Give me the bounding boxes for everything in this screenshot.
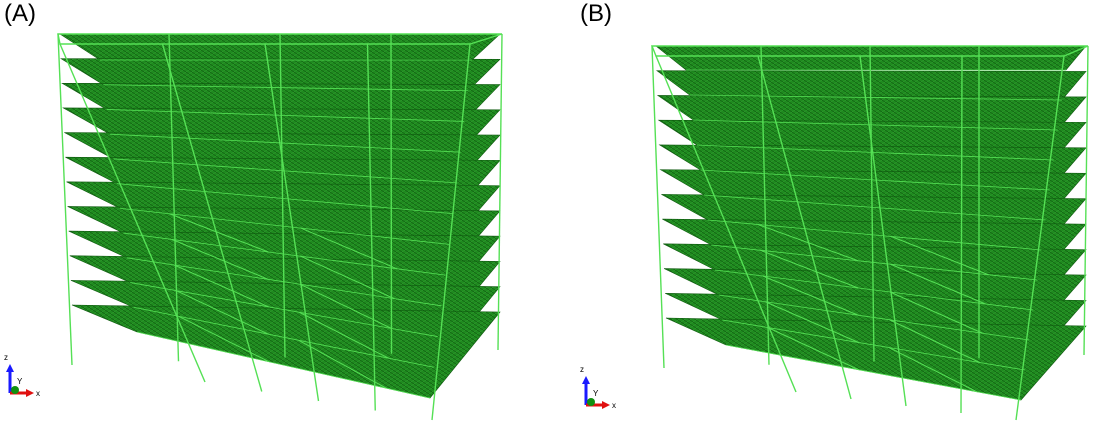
frame-beam xyxy=(133,306,434,368)
frame-columns xyxy=(650,45,1089,421)
frame-brace xyxy=(299,283,392,329)
z-axis-label: z xyxy=(4,353,8,362)
frame-column xyxy=(264,43,320,402)
frame-brace xyxy=(178,315,270,363)
floor-slab xyxy=(655,45,1087,71)
z-axis-head-icon xyxy=(582,376,590,384)
frame-beam xyxy=(711,244,1038,281)
frame-brace xyxy=(888,347,977,393)
x-axis-head-icon xyxy=(602,401,610,409)
frame-beam xyxy=(110,133,461,153)
model-view-b: (B) z Y x xyxy=(576,0,1101,430)
roof-outline xyxy=(650,45,1089,57)
frame-column xyxy=(869,45,875,362)
frame-beam xyxy=(722,319,1026,371)
y-axis-label: Y xyxy=(17,377,23,386)
frame-brace xyxy=(765,301,859,343)
model-view-a: (A) z Y x xyxy=(0,0,550,430)
frame-column xyxy=(57,33,73,366)
frame-beam xyxy=(704,194,1046,221)
frame-column xyxy=(1083,45,1089,356)
frame-column xyxy=(366,43,376,411)
frame-brace xyxy=(757,224,859,262)
frame-brace xyxy=(173,264,269,308)
frame-beam xyxy=(718,294,1030,341)
frame-column xyxy=(757,55,852,400)
frame-brace xyxy=(889,291,983,334)
frame-brace xyxy=(171,238,269,280)
frame-brace xyxy=(890,263,986,305)
frame-column xyxy=(655,55,797,393)
roof-outline xyxy=(57,33,503,45)
frame-brace xyxy=(760,249,859,289)
frame-column xyxy=(59,43,206,383)
frame-brace xyxy=(762,275,859,316)
frame-beam xyxy=(106,109,465,122)
frame-beam xyxy=(696,144,1054,161)
frame-beam xyxy=(715,269,1034,311)
frame-beam xyxy=(120,207,450,245)
y-axis-dot-icon xyxy=(587,398,595,406)
frame-beam xyxy=(113,158,457,184)
frame-beam xyxy=(689,94,1062,101)
building-model-b xyxy=(650,45,1089,421)
frame-brace xyxy=(767,327,859,371)
x-axis-label: x xyxy=(612,401,616,410)
z-axis-label: z xyxy=(580,365,584,374)
frame-column xyxy=(1015,55,1065,421)
floor-slab xyxy=(665,317,1087,401)
axis-triad-a: z Y x xyxy=(4,353,40,398)
z-axis-head-icon xyxy=(6,364,14,372)
x-axis-head-icon xyxy=(26,389,34,397)
frame-beam xyxy=(693,119,1058,131)
frame-column xyxy=(390,33,393,354)
frame-column xyxy=(161,43,263,392)
x-axis-label: x xyxy=(36,389,40,398)
frame-beam xyxy=(123,232,446,276)
building-model-a xyxy=(57,33,503,421)
frame-brace xyxy=(169,213,269,253)
frame-column xyxy=(760,45,770,365)
frame-brace xyxy=(300,255,395,300)
frame-column xyxy=(431,43,471,421)
frame-beam xyxy=(130,282,438,337)
frame-column xyxy=(168,33,180,362)
frame-beam xyxy=(725,344,1022,401)
frame-beam xyxy=(700,169,1050,191)
frame-brace xyxy=(889,319,980,363)
frame-brace xyxy=(298,339,387,389)
y-axis-label: Y xyxy=(593,389,599,398)
frame-beam xyxy=(136,331,431,399)
panel-label-b: (B) xyxy=(580,0,612,27)
frame-brace xyxy=(299,311,390,359)
y-axis-dot-icon xyxy=(11,386,19,394)
axis-triad-b: z Y x xyxy=(580,365,616,410)
panel-label-a: (A) xyxy=(4,0,36,27)
frame-column xyxy=(497,33,503,351)
frame-beam xyxy=(116,183,453,215)
frame-column xyxy=(859,55,907,407)
frame-column xyxy=(651,45,665,369)
frame-brace xyxy=(300,227,398,270)
frame-columns xyxy=(57,33,503,421)
frame-beam xyxy=(103,84,469,92)
frame-brace xyxy=(891,236,989,276)
frame-beam xyxy=(707,219,1042,251)
frame-brace xyxy=(176,290,269,335)
frame-beam xyxy=(126,257,442,307)
